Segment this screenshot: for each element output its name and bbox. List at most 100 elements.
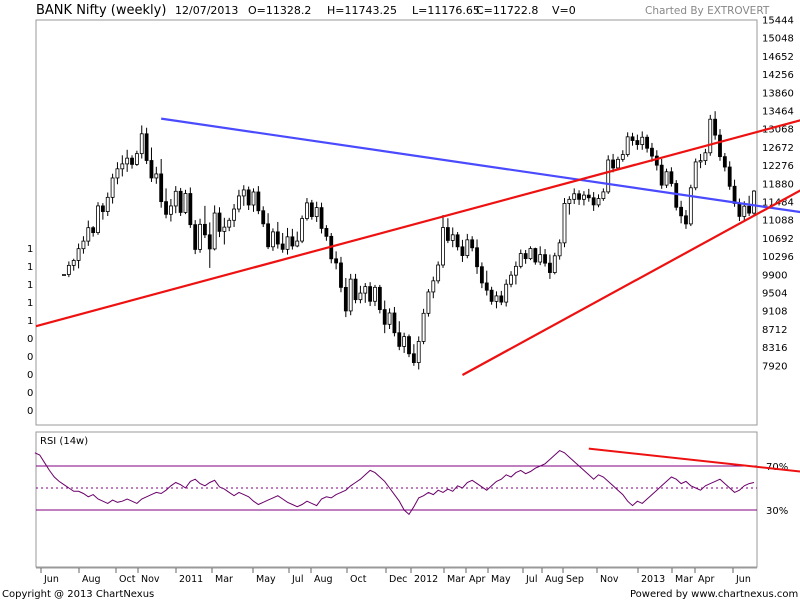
- candle-body: [198, 223, 202, 250]
- candle-body: [475, 247, 479, 268]
- candle-body: [407, 336, 411, 355]
- candle-body: [441, 227, 445, 266]
- price-tick-label: 8316: [762, 343, 787, 354]
- candle-body: [416, 341, 421, 363]
- candle-body: [149, 160, 154, 179]
- price-tick-label: 9900: [762, 270, 787, 281]
- candle-body: [241, 189, 246, 197]
- candle-body: [139, 133, 144, 155]
- rsi-upper-label: 70%: [766, 462, 788, 473]
- candle-body: [455, 234, 460, 248]
- price-tick-label: 10296: [762, 252, 794, 263]
- candle-body: [387, 312, 392, 325]
- high-value: H=11743.25: [327, 4, 397, 17]
- x-tick-label: Mar: [675, 574, 693, 585]
- candle-body: [528, 248, 533, 260]
- candle-body: [217, 212, 222, 232]
- rsi-indicator: 70% 30%: [34, 447, 800, 517]
- candle-body: [445, 227, 450, 241]
- candle-body: [261, 210, 266, 225]
- candle-body: [222, 226, 227, 232]
- price-tick-label: 9108: [762, 307, 787, 318]
- candle-body: [86, 227, 91, 242]
- candle-body: [436, 264, 441, 282]
- candle-body: [523, 253, 528, 260]
- candle-body: [494, 295, 499, 302]
- candle-body: [203, 223, 207, 236]
- candle-body: [130, 157, 134, 165]
- candle-body: [543, 254, 547, 264]
- x-tick-label: Mar: [447, 574, 465, 585]
- candle-body: [499, 295, 504, 303]
- candle-body: [533, 248, 538, 263]
- rsi-line: [34, 450, 755, 516]
- x-tick-label: Mar: [215, 574, 233, 585]
- candle-body: [635, 140, 640, 145]
- candle-body: [465, 239, 470, 256]
- candle-body: [309, 202, 314, 217]
- candle-body: [484, 282, 489, 291]
- chart-title: BANK Nifty (weekly): [36, 3, 166, 18]
- left-tick-label: 0: [27, 370, 33, 381]
- candle-body: [625, 136, 630, 155]
- rsi-lower-label: 30%: [766, 506, 788, 517]
- candle-body: [601, 191, 606, 199]
- candle-body: [747, 205, 752, 214]
- x-tick-label: Oct: [350, 574, 367, 585]
- candle-body: [732, 185, 737, 204]
- candle-body: [640, 136, 645, 145]
- candle-body: [722, 156, 727, 168]
- candle-body: [679, 206, 684, 217]
- rsi-title: RSI (14w): [40, 436, 88, 447]
- candle-body: [125, 157, 130, 165]
- candle-body: [232, 208, 236, 221]
- candle-body: [183, 193, 188, 213]
- candle-body: [207, 234, 212, 250]
- candle-body: [314, 207, 319, 217]
- price-tick-label: 14652: [762, 52, 794, 63]
- candle-body: [368, 286, 373, 302]
- candle-body: [120, 163, 125, 170]
- candle-body: [62, 274, 66, 276]
- candle-body: [470, 239, 475, 249]
- price-tick-label: 12672: [762, 143, 794, 154]
- candle-body: [105, 196, 110, 212]
- candle-body: [557, 242, 562, 257]
- candle-body: [397, 332, 402, 347]
- rsi-divergence-line: [588, 447, 800, 473]
- price-axis: 15444 15048 14652 14256 13860 13464 13068 12672…: [762, 16, 794, 373]
- x-tick-label: Jul: [525, 574, 537, 585]
- candle-body: [513, 265, 518, 276]
- candle-body: [81, 240, 86, 250]
- candle-body: [91, 227, 96, 234]
- price-tick-label: 13068: [762, 125, 794, 136]
- candle-body: [173, 190, 178, 207]
- candle-body: [100, 205, 105, 212]
- candle-body: [266, 223, 270, 248]
- x-tick-label: Jul: [291, 574, 303, 585]
- red-trendline: [461, 189, 800, 376]
- x-tick-label: Oct: [119, 574, 136, 585]
- candle-body: [358, 292, 363, 301]
- candle-body: [582, 194, 586, 200]
- candle-body: [66, 264, 71, 275]
- candle-body: [426, 291, 431, 314]
- candle-body: [611, 159, 615, 169]
- x-tick-label: Sep: [566, 574, 584, 585]
- left-tick-label: 0: [27, 334, 33, 345]
- candle-body: [538, 254, 543, 263]
- candle-body: [285, 236, 290, 250]
- candle-body: [518, 253, 523, 267]
- price-panel: [35, 19, 758, 426]
- candle-body: [654, 155, 659, 166]
- candlesticks: [62, 111, 756, 370]
- left-tick-label: 1: [27, 244, 33, 255]
- left-axis: 1 1 1 1 1 0 0 0 0 0: [27, 244, 33, 417]
- candle-body: [703, 152, 708, 162]
- left-tick-label: 0: [27, 388, 33, 399]
- candle-body: [159, 173, 164, 203]
- close-value: C=11722.8: [476, 4, 538, 17]
- candle-body: [134, 153, 139, 165]
- candle-body: [271, 231, 275, 248]
